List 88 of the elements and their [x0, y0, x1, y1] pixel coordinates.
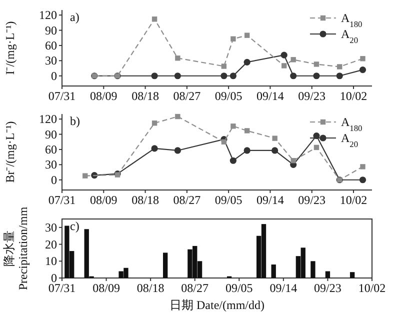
y-tick-label: 30 [45, 54, 57, 68]
point [244, 58, 250, 66]
x-tick-label: 08/18 [132, 193, 159, 207]
x-tick-label: 08/09 [90, 89, 118, 103]
y-axis-title: I⁻/(mg·L⁻¹) [3, 21, 17, 75]
bar [310, 261, 316, 278]
point [360, 164, 366, 170]
legend-label: A$_{180}$ [341, 115, 362, 132]
bar [350, 272, 355, 278]
point [272, 147, 278, 154]
x-tick-label: 08/27 [173, 89, 201, 103]
bar [325, 271, 330, 278]
point [244, 32, 250, 38]
y-tick-label: 20 [45, 237, 57, 252]
bar [271, 264, 276, 278]
point [152, 16, 158, 22]
point [290, 72, 297, 80]
point [359, 66, 366, 74]
point [174, 72, 181, 80]
point [244, 128, 250, 134]
x-tick-label: 09/14 [256, 89, 284, 103]
point [230, 36, 236, 42]
x-tick-label: 10/02 [340, 193, 368, 207]
point [82, 173, 88, 178]
y-tick-label: 30 [45, 220, 57, 234]
point [220, 72, 228, 80]
point [290, 158, 296, 164]
y-tick-label: 0 [51, 68, 57, 83]
x-tick-label: 10/02 [340, 89, 368, 103]
x-tick-label: 09/14 [270, 281, 298, 295]
x-axis-title: 日期 Date/(mm/dd) [170, 298, 264, 312]
point [360, 56, 366, 62]
chart-title: c) [70, 219, 80, 233]
x-tick-label: 08/18 [136, 281, 164, 295]
point [221, 64, 227, 69]
point [152, 120, 158, 126]
x-tick-label: 08/09 [90, 193, 118, 207]
x-tick-label: 09/05 [225, 281, 253, 295]
point [280, 52, 288, 58]
x-tick-label: 08/27 [181, 281, 209, 295]
y-axis-title: 降水量 Precipitation/mm [2, 206, 30, 290]
x-tick-label: 07/31 [48, 193, 76, 207]
point [272, 136, 278, 141]
x-tick-label: 07/31 [48, 89, 76, 103]
point [290, 57, 296, 62]
point [151, 72, 158, 80]
chart-title: b) [70, 114, 80, 128]
x-tick-label: 08/27 [173, 193, 201, 207]
legend-label: A$_{20}$ [341, 27, 358, 44]
x-tick-label: 09/23 [314, 281, 342, 295]
y-tick-label: 60 [45, 38, 57, 52]
chart-title: a) [70, 10, 80, 24]
y-tick-label: 30 [45, 158, 57, 172]
point [359, 176, 366, 184]
x-tick-label: 09/05 [214, 89, 242, 103]
x-tick-label: 09/23 [298, 89, 326, 103]
point [175, 56, 180, 61]
point [174, 147, 181, 154]
legend-label: A$_{180}$ [341, 11, 362, 28]
x-tick-label: 09/14 [256, 193, 284, 207]
y-axis-title: Br⁻/(mg·L⁻¹) [3, 121, 17, 183]
point [314, 62, 320, 67]
x-tick-label: 08/18 [132, 89, 159, 103]
point [336, 72, 343, 80]
point [230, 72, 236, 80]
x-tick-label: 09/23 [298, 193, 326, 207]
point [313, 72, 320, 80]
point [337, 64, 342, 70]
point [221, 139, 227, 144]
y-tick-label: 60 [45, 142, 57, 156]
y-tick-label: 0 [51, 172, 57, 187]
bar [162, 252, 168, 278]
y-tick-label: 10 [45, 254, 57, 268]
point [244, 147, 250, 154]
y-tick-label: 120 [39, 112, 57, 126]
point [175, 114, 180, 120]
point [281, 63, 287, 68]
y-tick-label: 90 [45, 23, 57, 38]
point [230, 124, 236, 129]
point [151, 145, 158, 152]
point [230, 157, 236, 164]
x-tick-label: 08/09 [92, 281, 120, 295]
y-tick-label: 120 [39, 8, 57, 22]
y-tick-label: 90 [45, 127, 57, 142]
legend-label: A$_{20}$ [341, 131, 358, 148]
point [314, 144, 320, 150]
x-tick-label: 09/05 [214, 193, 242, 207]
x-tick-label: 10/02 [358, 281, 386, 295]
